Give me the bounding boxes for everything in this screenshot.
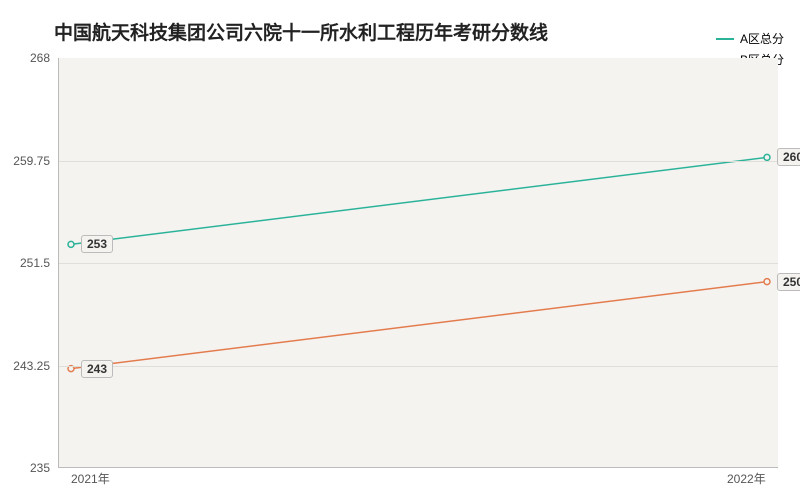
y-axis-label: 235 [30, 461, 50, 475]
legend-swatch-a [716, 38, 734, 40]
data-label: 243 [81, 360, 113, 378]
series-line [71, 157, 767, 244]
legend-label: A区总分 [740, 30, 784, 47]
y-axis-label: 251.5 [20, 256, 50, 270]
data-label: 253 [81, 235, 113, 253]
chart-title: 中国航天科技集团公司六院十一所水利工程历年考研分数线 [54, 18, 548, 45]
plot-area: 235243.25251.5259.752682021年2022年2532602… [58, 58, 778, 468]
gridline [59, 366, 778, 367]
data-point [68, 241, 74, 247]
y-axis-label: 268 [30, 51, 50, 65]
line-chart: 中国航天科技集团公司六院十一所水利工程历年考研分数线 A区总分 B区总分 235… [0, 0, 800, 500]
gridline [59, 263, 778, 264]
legend-item: A区总分 [716, 30, 784, 47]
data-point [68, 366, 74, 372]
y-axis-label: 259.75 [13, 154, 50, 168]
gridline [59, 161, 778, 162]
x-axis-label: 2021年 [71, 470, 110, 487]
series-line [71, 282, 767, 369]
data-point [764, 154, 770, 160]
data-point [764, 279, 770, 285]
y-axis-label: 243.25 [13, 359, 50, 373]
x-axis-label: 2022年 [727, 470, 766, 487]
data-label: 250 [777, 273, 800, 291]
data-label: 260 [777, 148, 800, 166]
